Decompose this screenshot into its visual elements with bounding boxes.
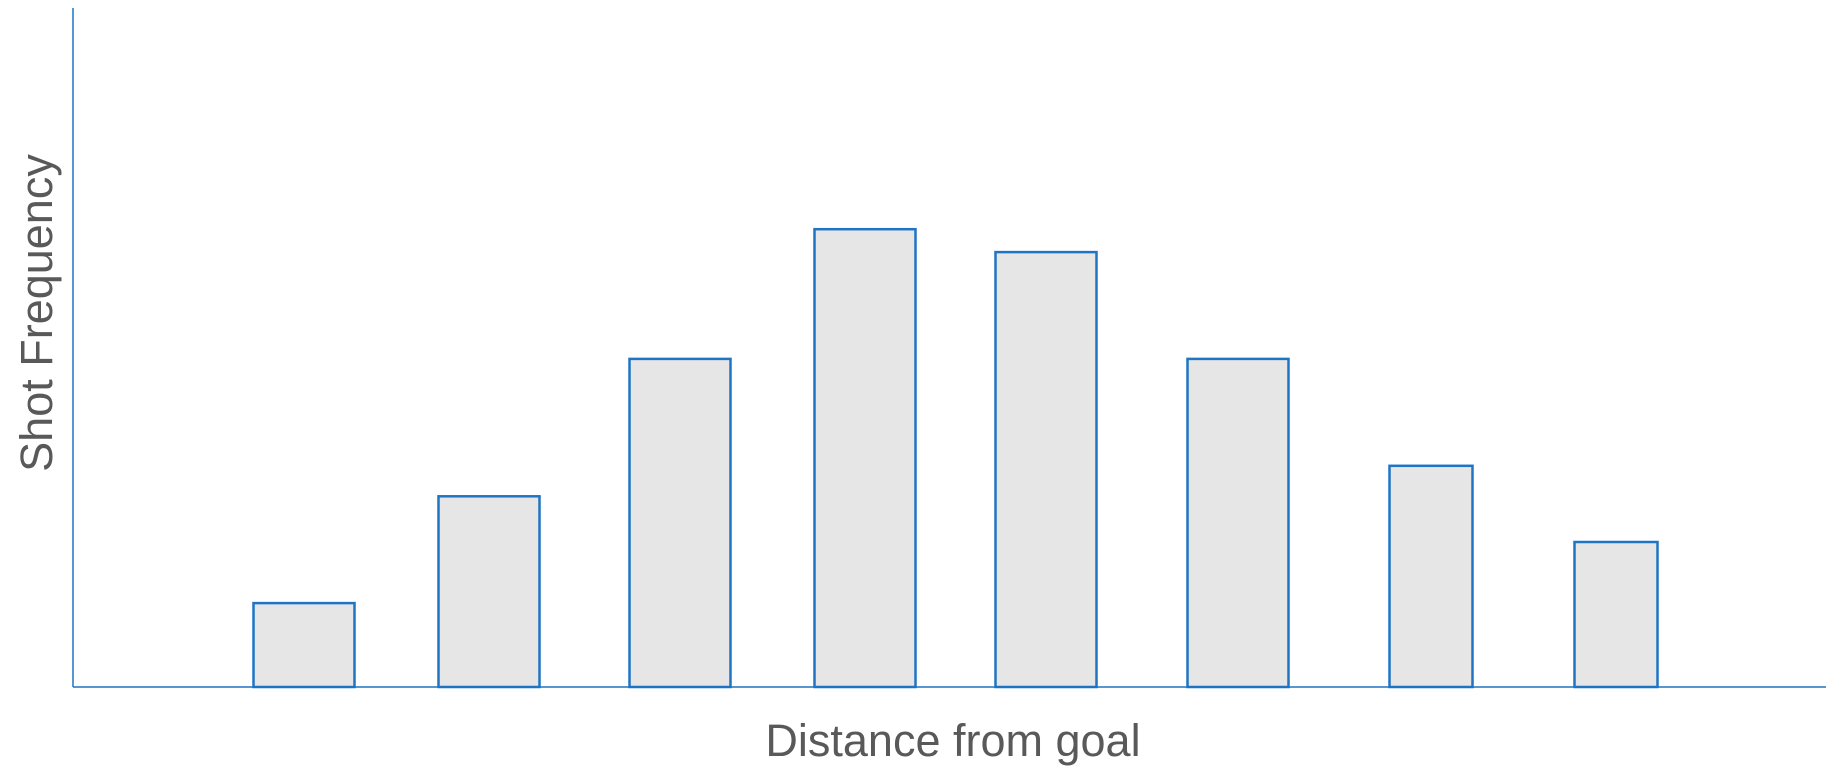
bar-8: [1573, 540, 1659, 689]
bars-group: [252, 227, 1659, 689]
bar-4: [813, 227, 917, 689]
y-axis-title: Shot Frequency: [11, 154, 62, 472]
x-axis-title: Distance from goal: [765, 715, 1140, 766]
bar-2: [437, 495, 541, 689]
bar-5: [994, 250, 1098, 689]
bar-1: [252, 601, 356, 689]
bar-6: [1186, 357, 1290, 689]
bar-3: [628, 357, 732, 689]
bar-7: [1388, 464, 1474, 689]
